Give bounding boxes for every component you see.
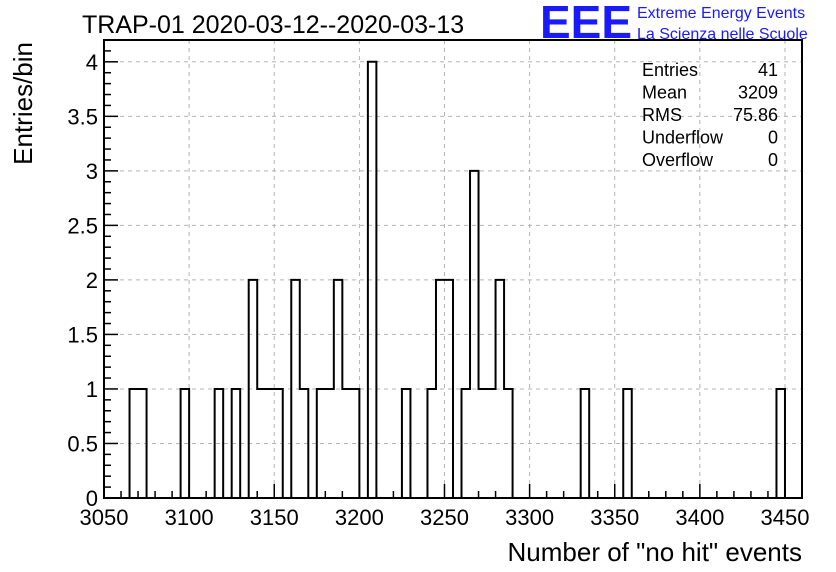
histogram-bin: [402, 389, 411, 498]
histogram-bin: [257, 389, 283, 498]
histogram-bin: [479, 389, 496, 498]
histogram-bin: [436, 280, 453, 498]
stats-label: RMS: [642, 105, 682, 125]
tick-labels: 3050 3100 3150 3200 3250 3300 3350 3400 345000.5…: [67, 50, 809, 530]
x-tick-label: 3300: [505, 505, 554, 530]
x-tick-label: 3150: [250, 505, 299, 530]
histogram-bin: [462, 389, 471, 498]
y-tick-label: 4: [86, 50, 98, 75]
histogram-bin: [232, 389, 241, 498]
histogram-bin: [427, 389, 436, 498]
stats-value: 0: [768, 128, 778, 148]
y-tick-label: 2: [86, 268, 98, 293]
histogram-bin: [776, 389, 785, 498]
stats-box: Entries 41 Mean 3209 RMS 75.86 Underflow 0 Overf…: [642, 60, 778, 170]
histogram-bin: [368, 62, 377, 498]
stats-label: Mean: [642, 83, 687, 103]
histogram-bin: [470, 171, 479, 498]
stats-value: 3209: [738, 83, 778, 103]
logo-line-2: La Scienza nelle Scuole: [637, 26, 808, 43]
x-tick-label: 3100: [165, 505, 214, 530]
stats-value: 0: [768, 150, 778, 170]
y-tick-label: 0: [86, 486, 98, 511]
stats-value: 41: [758, 60, 778, 80]
histogram-bin: [130, 389, 147, 498]
y-axis-title: Entries/bin: [8, 42, 38, 165]
x-axis-title: Number of "no hit" events: [508, 537, 803, 567]
y-tick-label: 1: [86, 377, 98, 402]
x-tick-label: 3400: [675, 505, 724, 530]
x-tick-label: 3450: [760, 505, 809, 530]
x-tick-label: 3250: [420, 505, 469, 530]
y-tick-label: 3.5: [67, 104, 98, 129]
histogram-bin: [291, 280, 300, 498]
stats-label: Overflow: [642, 150, 714, 170]
x-tick-label: 3350: [590, 505, 639, 530]
histogram-bin: [181, 389, 190, 498]
stats-label: Underflow: [642, 128, 724, 148]
y-tick-label: 0.5: [67, 431, 98, 456]
y-tick-label: 2.5: [67, 213, 98, 238]
histogram-bin: [317, 389, 334, 498]
histogram-bin: [504, 389, 513, 498]
stats-value: 75.86: [733, 105, 778, 125]
chart-title: TRAP-01 2020-03-12--2020-03-13: [82, 11, 464, 39]
histogram-bin: [300, 389, 309, 498]
x-tick-label: 3050: [80, 505, 129, 530]
y-tick-label: 3: [86, 159, 98, 184]
histogram-bin: [215, 389, 224, 498]
eee-logo-mark: EEE: [540, 0, 632, 48]
axis-ticks: [103, 39, 803, 499]
histogram-bin: [334, 280, 343, 498]
histogram-bin: [623, 389, 632, 498]
x-tick-label: 3200: [335, 505, 384, 530]
histogram-bin: [496, 280, 505, 498]
stats-label: Entries: [642, 60, 698, 80]
logo-line-1: Extreme Energy Events: [637, 5, 805, 22]
eee-logo: EEE Extreme Energy Events La Scienza nel…: [540, 0, 808, 48]
y-tick-label: 1.5: [67, 322, 98, 347]
histogram-bin: [342, 389, 359, 498]
histogram-bin: [249, 280, 258, 498]
histogram-bin: [581, 389, 590, 498]
